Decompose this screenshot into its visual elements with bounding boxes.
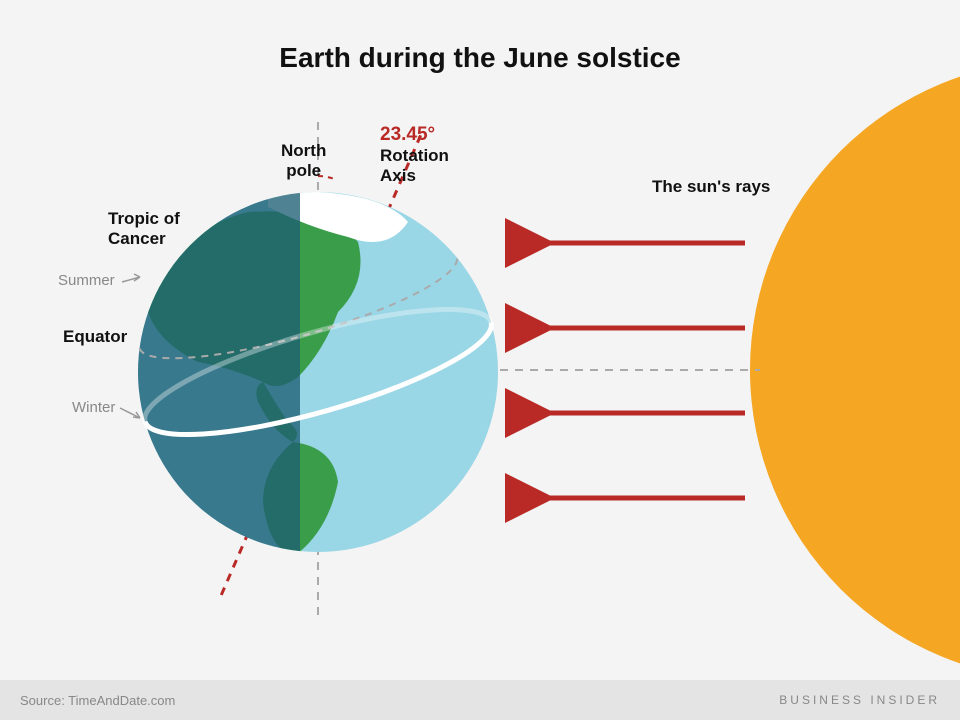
equator-label: Equator (63, 327, 127, 347)
axis-angle-block: 23.45° RotationAxis (380, 124, 449, 186)
rotation-axis-bottom (219, 533, 249, 602)
scene-svg (0, 0, 960, 720)
footer-brand: BUSINESS INSIDER (779, 693, 940, 707)
tropic-of-cancer-label: Tropic ofCancer (108, 209, 180, 248)
summer-arrow-icon (122, 274, 140, 282)
axis-angle-value: 23.45° (380, 124, 449, 146)
summer-label: Summer (58, 272, 115, 289)
footer: Source: TimeAndDate.com BUSINESS INSIDER (0, 680, 960, 720)
sun (750, 60, 960, 680)
footer-source: Source: TimeAndDate.com (20, 693, 175, 708)
winter-arrow-icon (120, 408, 140, 418)
sun-rays-label: The sun's rays (652, 177, 770, 197)
winter-label: Winter (72, 399, 115, 416)
north-pole-label: Northpole (281, 141, 326, 180)
axis-sub-label: RotationAxis (380, 146, 449, 186)
